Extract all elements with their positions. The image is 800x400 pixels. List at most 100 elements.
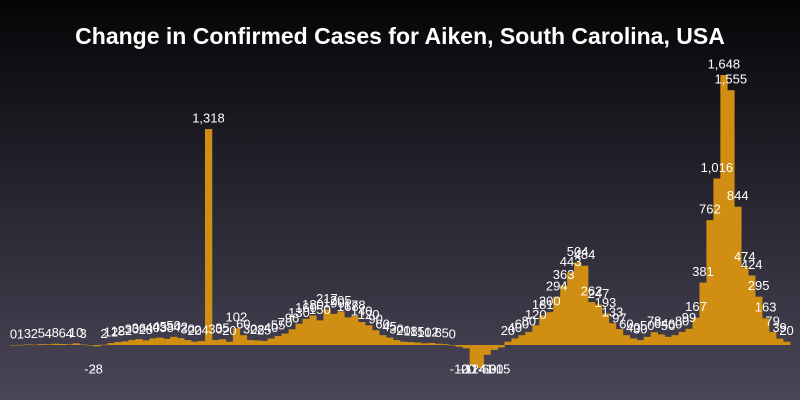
bar bbox=[685, 328, 693, 345]
bar bbox=[671, 335, 679, 345]
data-label: 130 bbox=[288, 305, 310, 320]
data-label: 30 bbox=[633, 322, 647, 337]
data-label: 140 bbox=[351, 304, 373, 319]
data-label: 5 bbox=[38, 326, 45, 341]
data-label: 42 bbox=[173, 320, 187, 335]
data-label: -30 bbox=[485, 361, 504, 376]
data-label: 1 bbox=[17, 326, 24, 341]
chart-title: Change in Confirmed Cases for Aiken, Sou… bbox=[75, 23, 725, 49]
bar bbox=[86, 345, 94, 346]
bar bbox=[413, 342, 422, 345]
data-label: 50 bbox=[661, 318, 675, 333]
bar bbox=[622, 335, 631, 345]
bar bbox=[184, 340, 192, 345]
data-label: 20 bbox=[779, 323, 793, 338]
bar bbox=[406, 342, 415, 345]
bar bbox=[650, 332, 658, 345]
bar bbox=[142, 340, 150, 345]
data-label: 0 bbox=[449, 326, 456, 341]
bar bbox=[295, 323, 303, 345]
bar bbox=[420, 343, 429, 345]
data-label: 190 bbox=[323, 295, 345, 310]
data-label: 60 bbox=[515, 317, 529, 332]
bar bbox=[114, 342, 122, 345]
data-label: 180 bbox=[302, 297, 324, 312]
data-label: 193 bbox=[595, 295, 617, 310]
bar bbox=[10, 345, 18, 346]
data-label: 3 bbox=[80, 326, 87, 341]
bar bbox=[615, 329, 624, 345]
data-label: 484 bbox=[574, 247, 596, 262]
bar bbox=[211, 340, 220, 345]
bar bbox=[706, 220, 714, 345]
bar bbox=[699, 282, 707, 345]
bar bbox=[560, 285, 568, 345]
bar bbox=[657, 334, 665, 345]
bar bbox=[434, 343, 443, 345]
data-label: 30 bbox=[180, 322, 194, 337]
bar bbox=[400, 341, 408, 345]
bar bbox=[323, 309, 331, 345]
bar bbox=[755, 296, 763, 345]
bar bbox=[246, 340, 255, 345]
data-label: 40 bbox=[264, 320, 278, 335]
data-label: 168 bbox=[337, 299, 359, 314]
bar bbox=[448, 345, 457, 346]
data-label: 45 bbox=[152, 319, 166, 334]
bar bbox=[734, 206, 742, 345]
data-label: 55 bbox=[271, 317, 285, 332]
data-label: -10 bbox=[450, 361, 469, 376]
bar bbox=[727, 90, 735, 345]
data-label: 40 bbox=[626, 320, 640, 335]
bar bbox=[58, 344, 67, 345]
data-label: 381 bbox=[692, 264, 714, 279]
bar bbox=[79, 344, 87, 346]
bar bbox=[539, 315, 547, 345]
bar bbox=[128, 340, 136, 345]
bar bbox=[601, 313, 610, 345]
data-label: 0 bbox=[10, 326, 17, 341]
data-label: 30 bbox=[208, 322, 222, 337]
data-label: 35 bbox=[215, 321, 229, 336]
data-label: 28 bbox=[139, 322, 153, 337]
bar bbox=[455, 345, 463, 347]
data-label: 205 bbox=[330, 293, 352, 308]
bar bbox=[30, 344, 39, 346]
data-label: 3 bbox=[24, 326, 31, 341]
bar bbox=[643, 336, 652, 345]
bar bbox=[337, 311, 345, 345]
bar bbox=[191, 341, 199, 345]
bar bbox=[532, 325, 540, 345]
data-label: 45 bbox=[382, 319, 396, 334]
bar bbox=[163, 338, 171, 345]
data-label: 504 bbox=[567, 244, 589, 259]
bar bbox=[253, 340, 262, 345]
bar bbox=[511, 338, 519, 345]
data-label: 133 bbox=[602, 305, 624, 320]
data-label: 18 bbox=[111, 323, 125, 338]
bar bbox=[441, 344, 450, 345]
bar bbox=[720, 75, 728, 345]
bar bbox=[748, 275, 756, 345]
bar bbox=[497, 345, 505, 348]
bar bbox=[170, 336, 178, 345]
data-label: 90 bbox=[368, 312, 382, 327]
data-label: 36 bbox=[132, 321, 146, 336]
bar bbox=[351, 315, 359, 345]
bar bbox=[281, 333, 289, 345]
bar bbox=[518, 335, 526, 345]
data-label: 181 bbox=[532, 297, 554, 312]
bar bbox=[769, 332, 777, 345]
bar bbox=[664, 336, 672, 345]
data-label: 70 bbox=[278, 315, 292, 330]
data-label: 50 bbox=[166, 318, 180, 333]
data-label: 12 bbox=[104, 324, 118, 339]
data-label: 96 bbox=[285, 311, 299, 326]
data-label: 79 bbox=[765, 313, 779, 328]
data-label: 20 bbox=[187, 323, 201, 338]
data-label: 22 bbox=[118, 323, 132, 338]
bar bbox=[574, 262, 582, 345]
bar bbox=[581, 265, 589, 345]
data-label: 1,318 bbox=[192, 111, 225, 126]
